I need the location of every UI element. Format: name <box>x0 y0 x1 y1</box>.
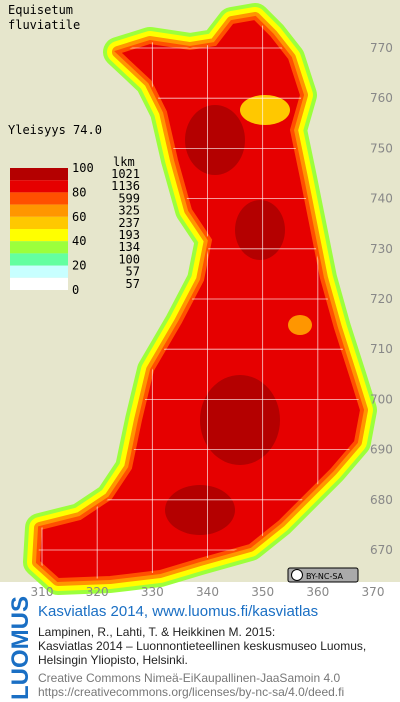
legend-swatch <box>10 216 68 229</box>
grid-labels: 310 320 330 340 350 360 370 770 760 750 740 730 720 7… <box>31 41 393 599</box>
species-title: Equisetum <box>8 3 73 17</box>
legend-count: 100 <box>118 252 140 266</box>
y-grid-label: 760 <box>370 91 393 105</box>
patch <box>200 375 280 465</box>
citation: Helsingin Yliopisto, Helsinki. <box>38 653 188 667</box>
y-grid-label: 740 <box>370 192 393 206</box>
y-grid-label: 700 <box>370 392 393 406</box>
x-grid-label: 320 <box>86 585 109 599</box>
legend-swatch <box>10 253 68 266</box>
x-grid-label: 350 <box>251 585 274 599</box>
patch <box>235 200 285 260</box>
count-header: lkm <box>113 155 135 169</box>
legend-swatch <box>10 204 68 217</box>
y-grid-label: 690 <box>370 443 393 457</box>
patch <box>185 105 245 175</box>
license: Creative Commons Nimeä-EiKaupallinen-Jaa… <box>38 671 340 685</box>
legend-count: 237 <box>118 216 140 230</box>
license: https://creativecommons.org/licenses/by-… <box>38 685 344 699</box>
brand: LUOMUS <box>7 596 34 700</box>
legend-count: 134 <box>118 240 140 254</box>
y-grid-label: 670 <box>370 543 393 557</box>
x-grid-label: 360 <box>306 585 329 599</box>
legend-scale: 40 <box>72 234 86 248</box>
badge-text: BY-NC-SA <box>306 572 344 581</box>
legend-scale: 100 <box>72 161 94 175</box>
y-grid-label: 750 <box>370 141 393 155</box>
cc-icon <box>291 569 303 581</box>
frequency-label: Yleisyys 74.0 <box>8 123 102 137</box>
footer-background <box>0 582 400 702</box>
patch <box>288 315 312 335</box>
legend-swatch <box>10 265 68 278</box>
legend-scale: 20 <box>72 259 86 273</box>
legend-scale: 60 <box>72 210 86 224</box>
legend-count: 1136 <box>111 179 140 193</box>
legend-swatch <box>10 241 68 254</box>
legend-scale: 80 <box>72 185 86 199</box>
legend-swatch <box>10 277 68 290</box>
patch <box>240 95 290 125</box>
x-grid-label: 340 <box>196 585 219 599</box>
legend-swatch <box>10 180 68 193</box>
legend-count: 1021 <box>111 167 140 181</box>
y-grid-label: 730 <box>370 242 393 256</box>
legend-count: 193 <box>118 228 140 242</box>
legend-swatch <box>10 192 68 205</box>
x-grid-label: 370 <box>362 585 385 599</box>
patch <box>165 485 235 535</box>
y-grid-label: 720 <box>370 292 393 306</box>
legend-count: 599 <box>118 191 140 205</box>
species-title: fluviatile <box>8 18 80 32</box>
footer-link: Kasviatlas 2014, www.luomus.fi/kasviatla… <box>38 603 318 620</box>
citation: Kasviatlas 2014 – Luonnontieteellinen ke… <box>38 639 366 653</box>
y-grid-label: 770 <box>370 41 393 55</box>
legend-count: 57 <box>126 265 140 279</box>
legend-scale: 0 <box>72 283 79 297</box>
legend-count: 57 <box>126 277 140 291</box>
badge-box <box>287 567 359 583</box>
legend-count: 325 <box>118 204 140 218</box>
y-grid-label: 710 <box>370 342 393 356</box>
license-badge: BY-NC-SA <box>287 567 359 583</box>
y-grid-label: 680 <box>370 493 393 507</box>
legend-swatch <box>10 168 68 181</box>
x-grid-label: 330 <box>141 585 164 599</box>
x-grid-label: 310 <box>31 585 54 599</box>
legend: 1021113659932523719313410057571008060402… <box>10 161 140 297</box>
citation: Lampinen, R., Lahti, T. & Heikkinen M. 2… <box>38 625 275 639</box>
legend-swatch <box>10 229 68 242</box>
